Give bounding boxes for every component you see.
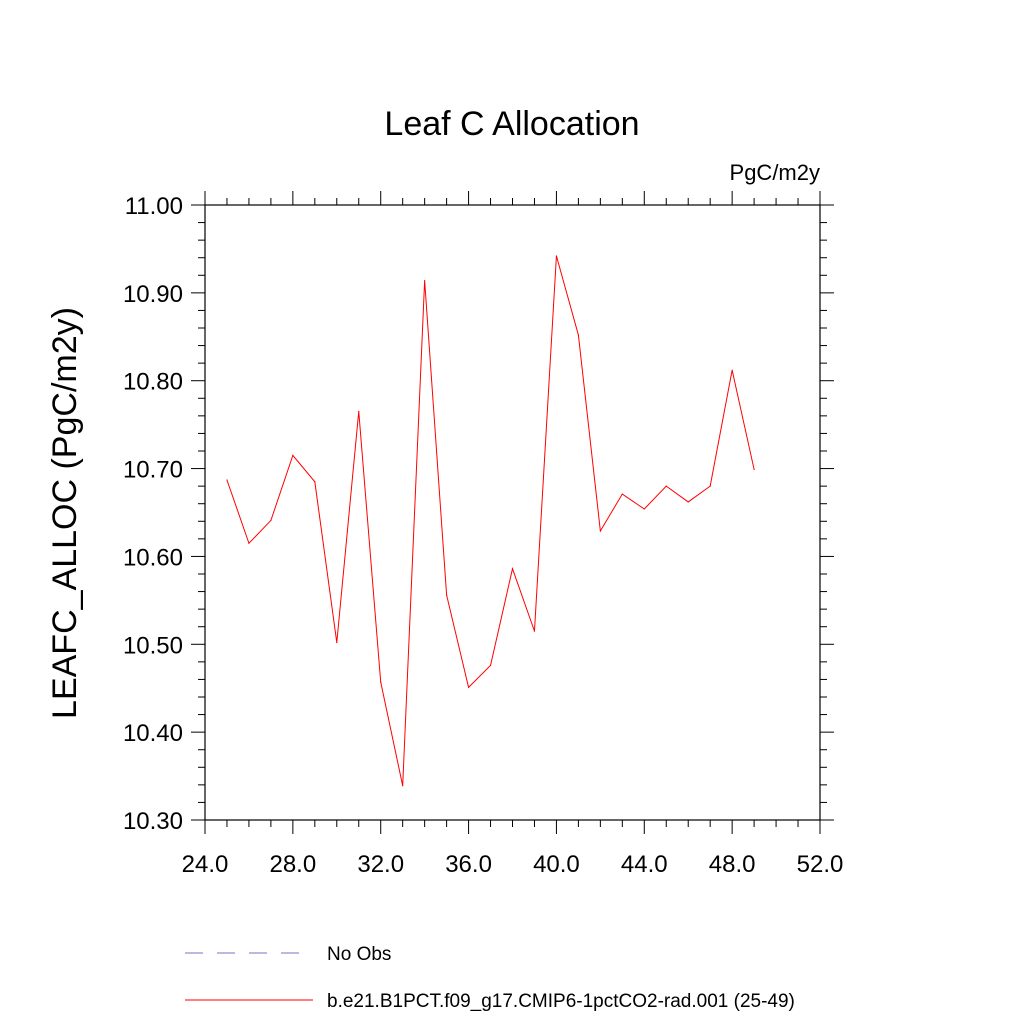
- data-point: [753, 468, 755, 471]
- legend: No Obs b.e21.B1PCT.f09_g17.CMIP6-1pctCO2-…: [185, 944, 795, 1012]
- data-point: [270, 519, 272, 522]
- data-point: [292, 454, 294, 456]
- x-tick-label: 28.0: [269, 851, 316, 878]
- data-point: [643, 508, 645, 510]
- y-tick-label: 10.50: [123, 632, 183, 659]
- legend-label: No Obs: [327, 944, 391, 965]
- data-point: [226, 479, 228, 481]
- data-point: [731, 369, 733, 371]
- y-tick-label: 10.80: [123, 369, 183, 396]
- data-point: [709, 485, 711, 487]
- series-line: [226, 255, 755, 786]
- chart-title: Leaf C Allocation: [384, 105, 639, 143]
- x-tick-label: 24.0: [182, 851, 229, 878]
- data-point: [424, 279, 426, 282]
- data-point: [248, 542, 250, 544]
- data-point: [511, 568, 514, 570]
- units-label: PgC/m2y: [730, 160, 820, 185]
- data-point: [489, 664, 492, 666]
- x-tick-label: 48.0: [709, 851, 756, 878]
- x-tick-label: 40.0: [533, 851, 580, 878]
- data-point: [621, 493, 623, 495]
- data-point: [402, 785, 404, 787]
- data-point: [314, 481, 316, 483]
- y-tick-label: 10.90: [123, 281, 183, 308]
- data-point: [577, 334, 579, 336]
- legend-label: b.e21.B1PCT.f09_g17.CMIP6-1pctCO2-rad.00…: [327, 991, 795, 1012]
- x-tick-label: 44.0: [621, 851, 668, 878]
- y-tick-label: 11.00: [125, 193, 183, 220]
- data-point: [533, 630, 536, 632]
- y-axis-label: LEAFC_ALLOC (PgC/m2y): [46, 307, 84, 719]
- data-point: [599, 530, 601, 532]
- plot-frame: [204, 204, 821, 821]
- x-tick-label: 52.0: [797, 851, 844, 878]
- data-point: [446, 594, 448, 596]
- y-tick-label: 10.30: [123, 808, 183, 835]
- tick-labels: 24.0 28.0 32.0 36.0 40.0 44.0 48.0 52.0 10.30 10.…: [123, 193, 843, 878]
- y-tick-label: 10.60: [123, 544, 183, 571]
- data-point: [555, 255, 558, 257]
- data-point: [380, 681, 382, 683]
- data-point: [687, 501, 689, 503]
- series-group: [226, 255, 755, 787]
- y-tick-label: 10.40: [123, 720, 183, 747]
- y-tick-label: 10.70: [123, 457, 183, 484]
- x-tick-label: 32.0: [357, 851, 404, 878]
- data-point: [665, 485, 667, 487]
- axis-ticks: [191, 191, 834, 834]
- data-point: [336, 641, 338, 644]
- x-tick-label: 36.0: [445, 851, 492, 878]
- data-point: [467, 686, 470, 688]
- data-point: [358, 410, 360, 413]
